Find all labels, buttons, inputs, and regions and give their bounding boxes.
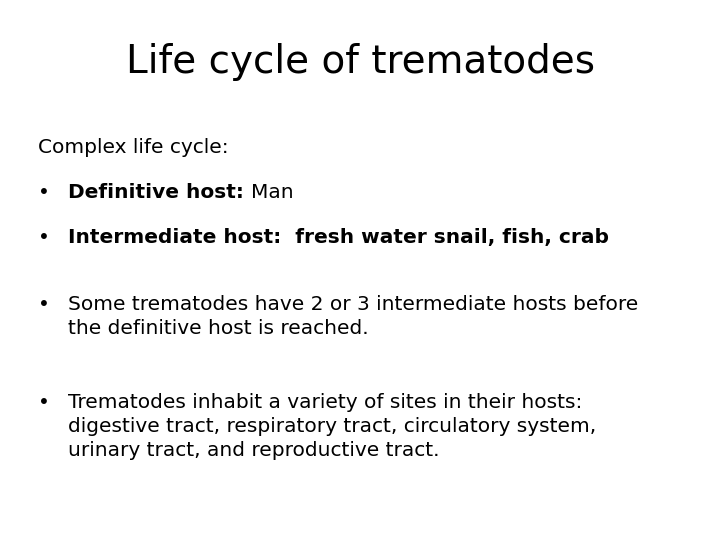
Text: Some trematodes have 2 or 3 intermediate hosts before
the definitive host is rea: Some trematodes have 2 or 3 intermediate…	[68, 295, 638, 338]
Text: •: •	[38, 183, 50, 202]
Text: Intermediate host:  fresh water snail, fish, crab: Intermediate host: fresh water snail, fi…	[68, 228, 609, 247]
Text: Man: Man	[251, 183, 294, 202]
Text: Complex life cycle:: Complex life cycle:	[38, 138, 229, 157]
Text: •: •	[38, 393, 50, 412]
Text: Definitive host:: Definitive host:	[68, 183, 251, 202]
Text: Life cycle of trematodes: Life cycle of trematodes	[125, 43, 595, 81]
Text: •: •	[38, 228, 50, 247]
Text: •: •	[38, 295, 50, 314]
Text: Trematodes inhabit a variety of sites in their hosts:
digestive tract, respirato: Trematodes inhabit a variety of sites in…	[68, 393, 596, 461]
